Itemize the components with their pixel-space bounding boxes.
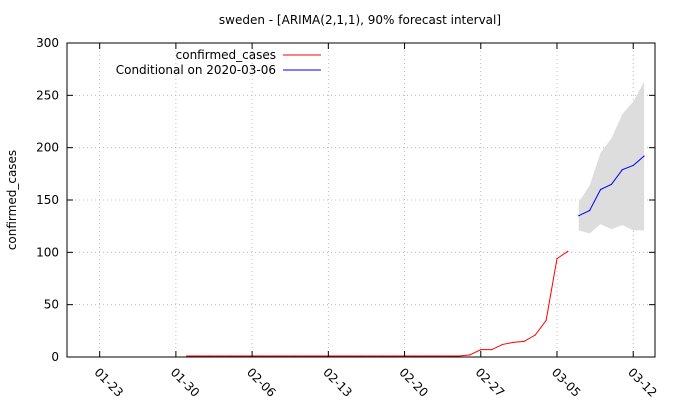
data-point [393, 355, 395, 357]
x-tick-label: 02-20 [396, 365, 431, 400]
x-tick-label: 03-05 [549, 365, 584, 400]
data-point [360, 355, 362, 357]
data-point [469, 354, 471, 356]
data-point [436, 355, 438, 357]
axes-layer: 0 50 100 150 200 250 300 01-23 01-30 02-06 02-13 02… [36, 36, 660, 400]
data-point [632, 164, 634, 167]
data-point [207, 355, 210, 357]
data-point [218, 355, 221, 357]
legend-label: Conditional on 2020-03-06 [116, 63, 276, 77]
data-point [643, 155, 645, 157]
data-point [480, 349, 482, 351]
data-point [240, 355, 242, 357]
data-point [349, 355, 351, 357]
y-tick-label: 300 [36, 36, 59, 50]
data-point [589, 209, 591, 212]
y-tick-label: 0 [51, 350, 59, 364]
x-tick-label: 02-13 [320, 365, 355, 400]
y-axis-label: confirmed_cases [5, 150, 19, 250]
data-point [229, 355, 231, 357]
data-point [610, 183, 613, 185]
x-tick-label: 01-23 [92, 365, 127, 400]
data-point [273, 355, 275, 357]
data-point [556, 258, 558, 260]
x-tick-label: 02-06 [244, 365, 279, 400]
y-tick-label: 50 [44, 298, 59, 312]
data-point [545, 319, 547, 321]
data-point [414, 355, 417, 357]
data-point [338, 355, 340, 357]
y-tick-label: 250 [36, 88, 59, 102]
data-point [371, 355, 373, 357]
data-point [491, 349, 493, 351]
series-line-confirmed-cases [186, 250, 569, 357]
data-point [262, 355, 264, 357]
series-layer [186, 155, 645, 357]
data-point [425, 355, 427, 357]
data-point [599, 188, 602, 191]
data-point [447, 355, 449, 357]
data-point [284, 355, 286, 357]
data-point [567, 250, 569, 252]
data-point [458, 355, 460, 357]
data-point [305, 355, 308, 357]
data-point [523, 340, 525, 342]
data-point [621, 169, 623, 171]
data-point [316, 355, 319, 357]
data-point [501, 343, 504, 346]
grid-layer [67, 43, 655, 357]
data-point [512, 341, 515, 343]
x-tick-label: 01-30 [168, 365, 203, 400]
data-point [382, 355, 384, 357]
y-tick-label: 150 [36, 193, 59, 207]
legend-label: confirmed_cases [176, 48, 276, 62]
y-tick-label: 200 [36, 141, 59, 155]
forecast-interval-layer [578, 81, 645, 234]
data-point [186, 355, 188, 357]
data-point [295, 355, 297, 357]
data-point [534, 334, 536, 336]
data-point [578, 215, 580, 217]
y-tick-label: 100 [36, 245, 59, 259]
plot-border [66, 42, 656, 358]
data-point [197, 355, 199, 357]
chart-title: sweden - [ARIMA(2,1,1), 90% forecast int… [219, 13, 501, 27]
x-tick-label: 03-12 [625, 365, 660, 400]
forecast-interval-band [578, 81, 645, 234]
x-tick-label: 02-27 [473, 365, 508, 400]
